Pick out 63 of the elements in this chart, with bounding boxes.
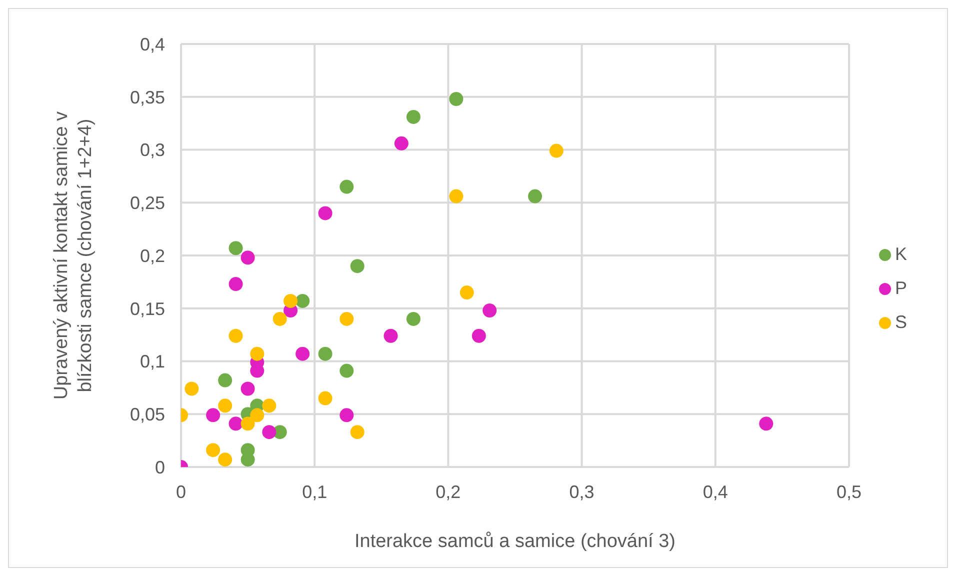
point	[262, 398, 276, 413]
point	[472, 328, 486, 343]
x-tick-label: 0,4	[702, 482, 728, 502]
y-tick-label: 0,35	[130, 87, 165, 108]
point	[240, 250, 255, 265]
x-axis-title: Interakce samců a samice (chování 3)	[354, 531, 676, 552]
point	[218, 373, 232, 388]
point	[340, 364, 354, 378]
point	[262, 425, 276, 440]
point	[482, 303, 497, 318]
point	[228, 241, 243, 256]
point	[340, 180, 354, 194]
point	[340, 312, 354, 326]
point	[318, 346, 332, 361]
point	[350, 259, 364, 274]
y-tick-label: 0,25	[130, 193, 165, 214]
point	[340, 408, 354, 422]
point	[184, 382, 199, 396]
x-tick-label: 0,2	[436, 482, 461, 502]
x-tick-label: 0,5	[836, 482, 862, 502]
legend-label: P	[894, 278, 907, 298]
point	[228, 277, 243, 292]
point	[240, 416, 255, 431]
y-tick-label: 0,15	[130, 298, 165, 319]
legend-label: K	[894, 244, 907, 264]
point	[206, 408, 220, 422]
y-tick-label: 0,05	[130, 404, 165, 425]
point	[250, 408, 264, 422]
point	[384, 328, 398, 343]
point	[406, 312, 420, 326]
legend-label: S	[894, 312, 907, 332]
y-tick-label: 0,4	[140, 34, 165, 54]
point	[549, 144, 564, 158]
point	[449, 92, 464, 106]
x-tick-label: 0,3	[569, 482, 594, 502]
point	[528, 189, 542, 204]
point	[296, 294, 310, 308]
point	[250, 346, 264, 361]
y-tick-label: 0	[154, 457, 165, 478]
point	[449, 189, 464, 204]
point	[350, 425, 364, 440]
x-tick-label: 0,1	[302, 482, 328, 502]
point	[240, 452, 255, 467]
y-tick-label: 0,1	[140, 352, 165, 372]
point	[406, 110, 420, 124]
point	[394, 136, 408, 150]
point	[296, 346, 310, 361]
point	[228, 328, 243, 343]
point	[318, 391, 332, 406]
y-tick-label: 0,2	[140, 246, 165, 266]
y-axis-title: Upravený aktivní kontakt samice v blízkosti samce (chování 1+2+4)	[51, 110, 96, 400]
point	[318, 206, 332, 220]
point	[759, 416, 774, 431]
point	[228, 416, 243, 431]
x-tick-label: 0	[176, 482, 186, 502]
y-tick-label: 0,3	[140, 140, 165, 160]
point	[206, 443, 220, 458]
point	[240, 382, 255, 396]
point	[218, 398, 232, 413]
point	[460, 286, 474, 300]
point	[272, 312, 287, 326]
point	[218, 452, 232, 467]
point	[284, 294, 298, 308]
